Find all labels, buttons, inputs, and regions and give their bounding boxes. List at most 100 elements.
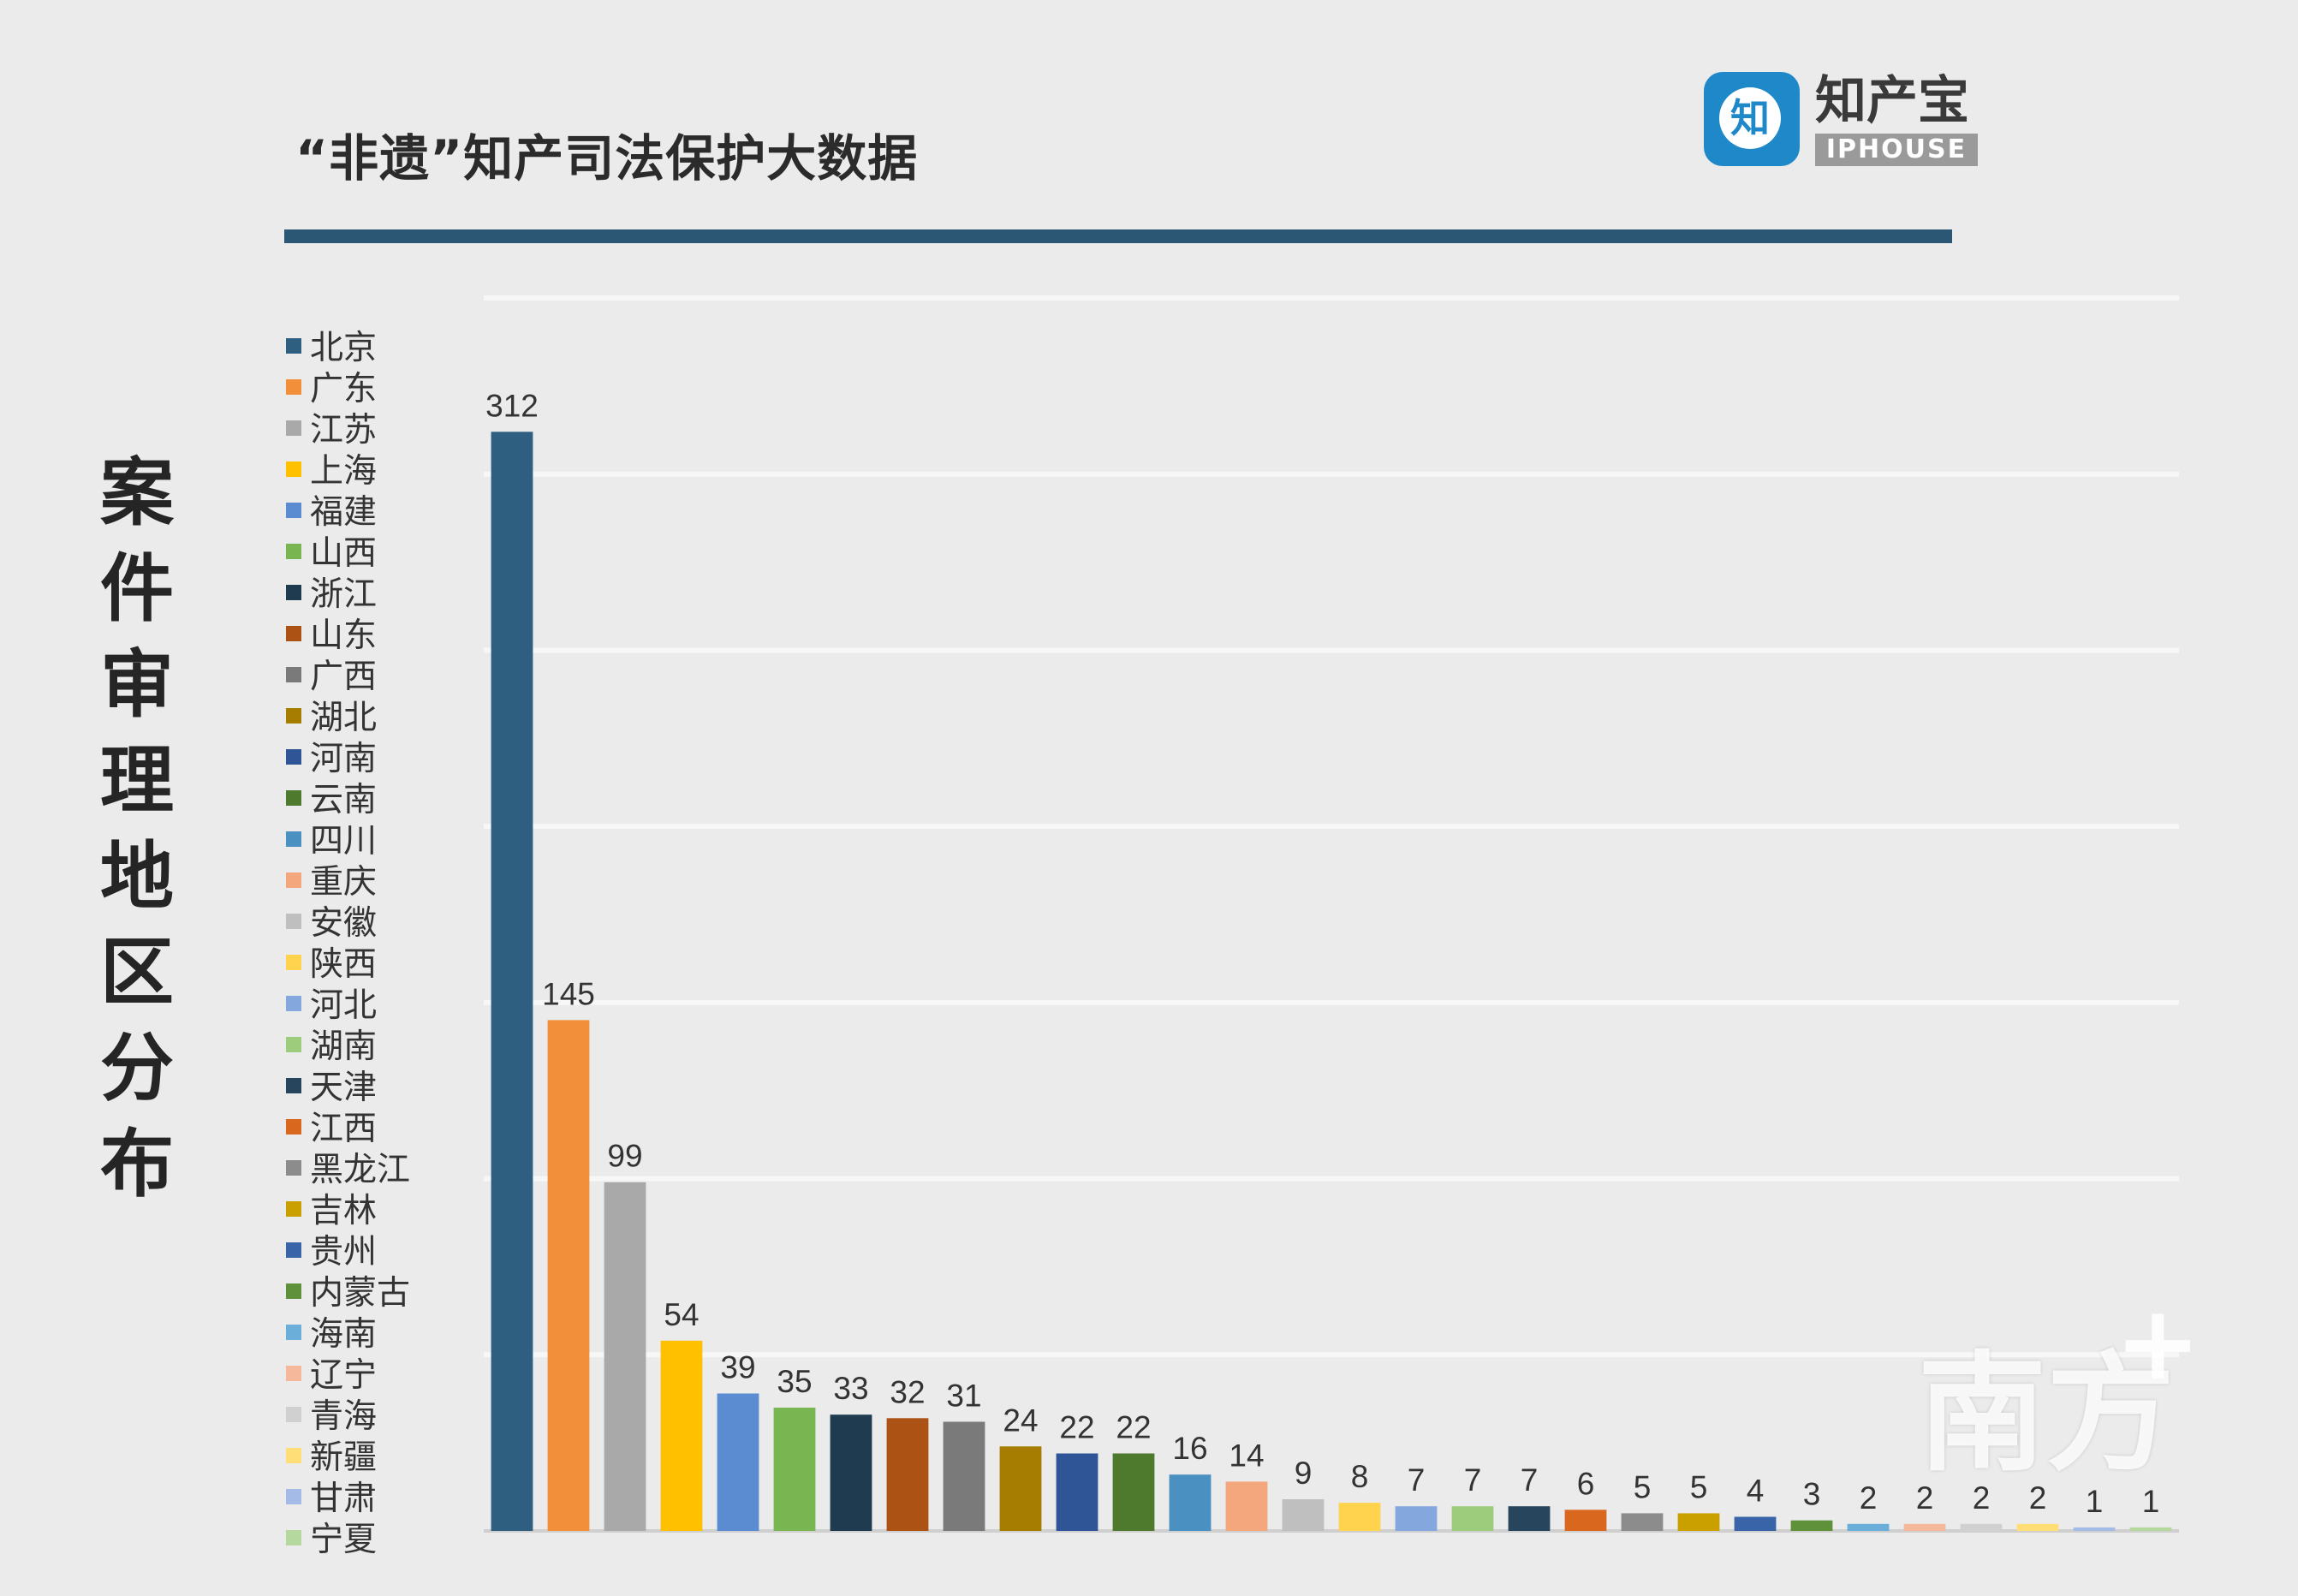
bar-2 (547, 1020, 590, 1531)
legend-swatch (286, 914, 301, 929)
legend-label: 重庆 (310, 863, 378, 902)
bar-value-label: 145 (542, 976, 595, 1011)
legend-item: 陕西 (286, 946, 491, 987)
bar-11 (1056, 1453, 1098, 1531)
watermark-text: 南方 (1918, 1338, 2176, 1489)
legend-label: 天津 (310, 1069, 378, 1107)
bar-value-label: 6 (1577, 1466, 1595, 1501)
bar-7 (830, 1414, 872, 1531)
logo-badge-glyph: 知 (1719, 87, 1781, 149)
bar-value-label: 8 (1351, 1459, 1369, 1494)
legend-label: 贵州 (310, 1233, 378, 1271)
legend-swatch (286, 379, 301, 395)
legend-swatch (286, 462, 301, 477)
bar-5 (717, 1393, 759, 1531)
bar-value-label: 7 (1408, 1462, 1426, 1498)
watermark-plus: + (2115, 1284, 2201, 1403)
legend-swatch (286, 955, 301, 970)
bar-value-label: 22 (1059, 1410, 1094, 1445)
bar-value-label: 2 (1916, 1480, 1934, 1516)
bar-value-label: 31 (946, 1379, 981, 1414)
bar-value-label: 39 (720, 1350, 755, 1385)
legend-swatch (286, 420, 301, 436)
bar-10 (999, 1446, 1042, 1531)
bar-value-label: 24 (1003, 1402, 1038, 1438)
bar-value-label: 2 (1860, 1480, 1878, 1516)
legend-swatch (286, 1325, 301, 1340)
legend-item: 江西 (286, 1111, 491, 1152)
legend-swatch (286, 544, 301, 559)
legend-swatch (286, 1037, 301, 1052)
bar-21 (1621, 1513, 1664, 1531)
bar-1 (491, 432, 533, 1531)
legend-swatch (286, 708, 301, 724)
legend-item: 广西 (286, 658, 491, 700)
title-divider (284, 229, 1952, 243)
legend-item: 新疆 (286, 1439, 491, 1480)
legend-swatch (286, 1489, 301, 1504)
legend-item: 甘肃 (286, 1480, 491, 1522)
bar-value-label: 35 (777, 1364, 812, 1399)
chart-legend: 北京 广东 江苏 上海 福建 山西 浙江 山东 广西 湖北 河南 云南 四川 重庆 安徽 陕西 河北 湖南 天津 江西… (286, 330, 491, 1563)
bar-value-label: 5 (1634, 1469, 1652, 1504)
bar-value-label: 16 (1172, 1431, 1207, 1466)
bar-20 (1564, 1510, 1607, 1531)
legend-swatch (286, 749, 301, 765)
iphouse-logo: 知 知产宝 IPHOUSE (1704, 72, 1986, 175)
bar-23 (1734, 1516, 1777, 1531)
legend-item: 青海 (286, 1398, 491, 1439)
legend-label: 北京 (310, 329, 378, 367)
bar-value-label: 14 (1229, 1438, 1264, 1473)
bar-22 (1677, 1513, 1720, 1531)
legend-swatch (286, 503, 301, 518)
bar-value-label: 3 (1803, 1477, 1821, 1512)
bar-26 (1903, 1523, 1946, 1531)
bar-15 (1282, 1499, 1325, 1531)
legend-item: 黑龙江 (286, 1152, 491, 1193)
legend-label: 陕西 (310, 945, 378, 984)
legend-item: 贵州 (286, 1234, 491, 1275)
bar-value-label: 22 (1116, 1410, 1151, 1445)
bar-value-label: 99 (607, 1139, 642, 1174)
legend-swatch (286, 1242, 301, 1258)
bar-4 (660, 1340, 703, 1531)
legend-item: 北京 (286, 330, 491, 371)
legend-label: 海南 (310, 1315, 378, 1354)
legend-swatch (286, 1078, 301, 1093)
legend-label: 黑龙江 (310, 1151, 411, 1189)
bar-30 (2129, 1527, 2172, 1531)
legend-item: 海南 (286, 1316, 491, 1357)
bar-6 (773, 1408, 816, 1531)
legend-label: 吉林 (310, 1192, 378, 1230)
legend-swatch (286, 1448, 301, 1463)
legend-item: 云南 (286, 782, 491, 823)
legend-swatch (286, 585, 301, 600)
legend-item: 河北 (286, 987, 491, 1028)
bar-value-label: 33 (833, 1371, 868, 1406)
bar-value-label: 1 (2142, 1484, 2160, 1519)
legend-label: 辽宁 (310, 1356, 378, 1395)
legend-item: 宁夏 (286, 1522, 491, 1563)
bar-19 (1508, 1506, 1551, 1531)
bar-29 (2073, 1527, 2116, 1531)
legend-swatch (286, 667, 301, 682)
legend-item: 广东 (286, 371, 491, 412)
legend-item: 河南 (286, 741, 491, 782)
logo-english-name: IPHOUSE (1815, 134, 1978, 166)
bar-28 (2016, 1523, 2059, 1531)
legend-label: 云南 (310, 781, 378, 819)
legend-label: 江西 (310, 1110, 378, 1148)
legend-label: 内蒙古 (310, 1274, 411, 1313)
legend-label: 宁夏 (310, 1521, 378, 1559)
bar-12 (1112, 1453, 1155, 1531)
legend-label: 甘肃 (310, 1480, 378, 1518)
legend-item: 福建 (286, 494, 491, 535)
logo-chinese-name: 知产宝 (1815, 71, 1969, 131)
legend-item: 山东 (286, 617, 491, 658)
legend-label: 福建 (310, 493, 378, 532)
legend-swatch (286, 1201, 301, 1217)
legend-swatch (286, 1160, 301, 1176)
legend-swatch (286, 338, 301, 354)
legend-item: 天津 (286, 1069, 491, 1111)
